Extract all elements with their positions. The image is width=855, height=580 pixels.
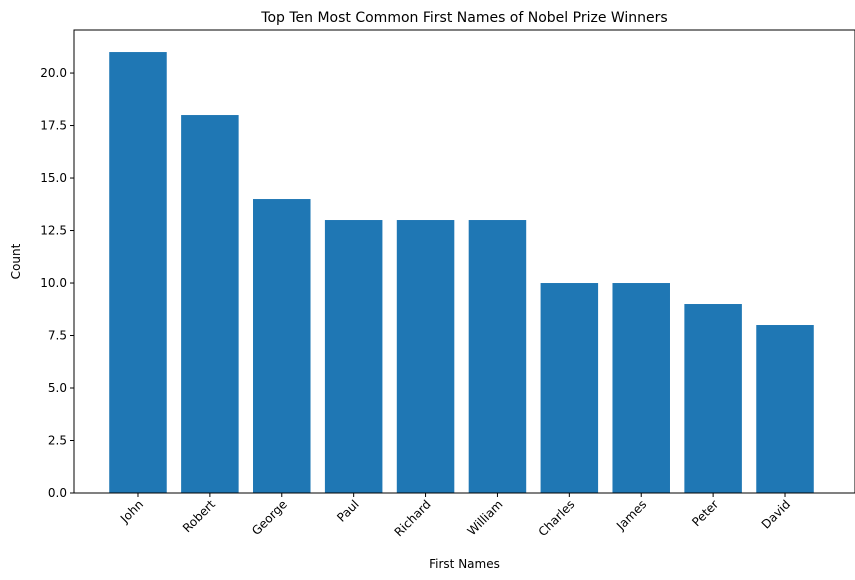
y-tick-label: 5.0 bbox=[48, 381, 67, 395]
x-tick-label-richard: Richard bbox=[392, 497, 434, 539]
x-axis-label: First Names bbox=[429, 557, 500, 571]
x-tick-label-paul: Paul bbox=[334, 497, 362, 525]
bar-john bbox=[109, 52, 167, 494]
x-tick-label-james: James bbox=[613, 497, 649, 533]
bar-william bbox=[468, 220, 527, 493]
bar-richard bbox=[396, 220, 455, 493]
y-tick-label: 0.0 bbox=[48, 486, 67, 500]
bar-charles bbox=[540, 283, 599, 493]
bar-david bbox=[756, 325, 814, 493]
plot-frame bbox=[73, 29, 855, 494]
x-tick-label-william: William bbox=[465, 497, 506, 538]
y-axis: 0.0 2.5 5.0 7.5 10.0 12.5 15.0 17.5 20.0 bbox=[40, 66, 74, 500]
y-tick-label: 15.0 bbox=[40, 171, 67, 185]
x-tick-label-david: David bbox=[759, 497, 793, 531]
y-tick-label: 17.5 bbox=[40, 119, 67, 133]
x-tick-label-john: John bbox=[117, 497, 146, 526]
x-tick-label-george: George bbox=[249, 497, 290, 538]
y-tick-label: 20.0 bbox=[40, 66, 67, 80]
bar-james bbox=[612, 283, 670, 493]
x-tick-label-peter: Peter bbox=[689, 497, 721, 529]
bar-peter bbox=[684, 304, 742, 493]
x-axis: John Robert George Paul Richard William Charle… bbox=[117, 493, 793, 539]
bar-george bbox=[253, 199, 311, 494]
x-tick-label-charles: Charles bbox=[536, 497, 578, 539]
y-axis-label: Count bbox=[9, 243, 23, 279]
chart-title: Top Ten Most Common First Names of Nobel… bbox=[260, 10, 667, 26]
y-tick-label: 2.5 bbox=[48, 434, 67, 448]
y-tick-label: 10.0 bbox=[40, 276, 67, 290]
bar-robert bbox=[181, 115, 239, 493]
bar-paul bbox=[324, 220, 383, 493]
x-tick-label-robert: Robert bbox=[180, 497, 218, 535]
bars-group bbox=[109, 52, 814, 494]
y-tick-label: 12.5 bbox=[40, 224, 67, 238]
y-tick-label: 7.5 bbox=[48, 329, 67, 343]
